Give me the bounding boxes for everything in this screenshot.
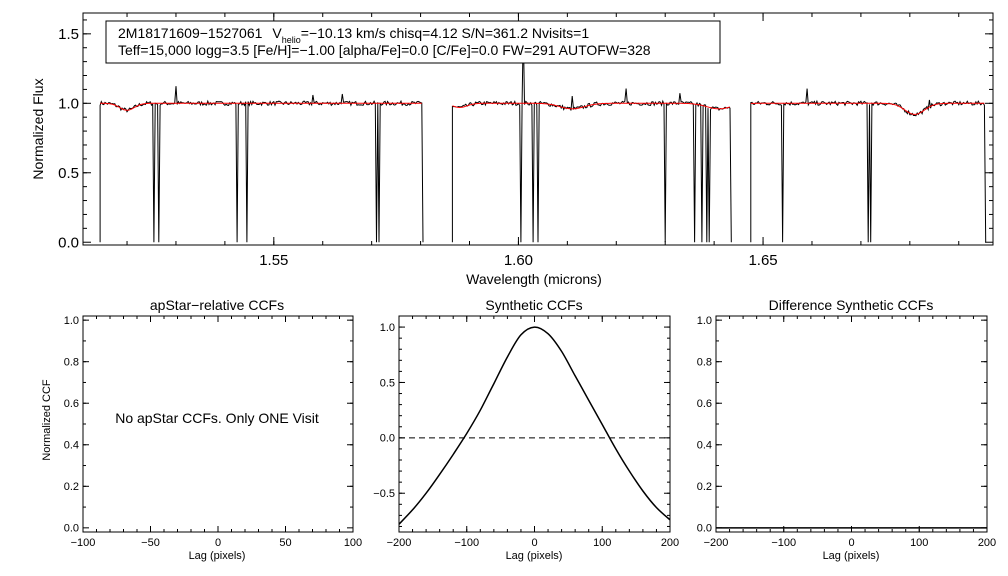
info-line-1: 2M18171609−1527061 Vhelio=−10.13 km/s chi… (118, 25, 589, 45)
y-tick-label: 0.0 (697, 523, 712, 535)
synthetic-ccf-title: Synthetic CCFs (485, 297, 582, 313)
apstar-ccf-panel: apStar−relative CCFs −100 −50 0 50 100 0.0 0.2… (41, 297, 362, 562)
difference-ccf-frame (715, 315, 988, 533)
model-spectrum-line (100, 102, 422, 111)
x-tick-label: 100 (593, 537, 611, 549)
y-tick-label: 0.5 (380, 377, 395, 389)
spectrum-plot-area (99, 28, 987, 243)
y-tick-label: 0.4 (697, 440, 712, 452)
synthetic-ccf-plot-area (398, 326, 671, 525)
x-tick-label: 1.60 (504, 252, 533, 269)
x-tick-label: −100 (71, 537, 96, 549)
synthetic-ccf-curve (398, 326, 671, 525)
spectrum-panel: 1.55 1.60 1.65 0.0 0.5 1.0 1.5 Wavelength (mic… (30, 12, 994, 287)
y-tick-label: −0.5 (373, 488, 395, 500)
spectrum-axes: 1.55 1.60 1.65 0.0 0.5 1.0 1.5 (58, 13, 993, 269)
y-tick-label: 0.0 (380, 433, 395, 445)
model-spectrum-line (750, 102, 985, 115)
x-tick-label: −50 (141, 537, 160, 549)
synthetic-ccf-x-label: Lag (pixels) (506, 550, 563, 562)
y-tick-label: 1.0 (58, 96, 79, 113)
y-tick-label: 1.0 (64, 315, 79, 327)
apstar-ccf-axes: −100 −50 0 50 100 0.0 0.2 0.4 0.6 0.8 1.0 (64, 315, 362, 549)
difference-ccf-panel: Difference Synthetic CCFs −200 −100 0 100 20… (697, 297, 996, 562)
difference-ccf-x-label: Lag (pixels) (823, 550, 880, 562)
y-tick-label: 0.6 (697, 398, 712, 410)
y-tick-label: 0.0 (58, 234, 79, 251)
y-tick-label: 0.5 (58, 165, 79, 182)
x-tick-label: 0 (531, 537, 537, 549)
info-line-1-rest: =−10.13 km/s chisq=4.12 S/N=361.2 Nvisit… (301, 25, 590, 41)
info-box-frame (105, 20, 721, 64)
y-tick-label: 0.8 (697, 357, 712, 369)
spectrum-frame (82, 12, 994, 246)
info-box: 2M18171609−1527061 Vhelio=−10.13 km/s chi… (105, 20, 721, 64)
y-tick-label: 0.8 (64, 357, 79, 369)
x-tick-label: 100 (910, 537, 928, 549)
apstar-ccf-x-label: Lag (pixels) (189, 550, 246, 562)
x-tick-label: 50 (279, 537, 291, 549)
x-tick-label: 0 (848, 537, 854, 549)
y-tick-label: 1.0 (697, 315, 712, 327)
apstar-ccf-title: apStar−relative CCFs (150, 297, 284, 313)
x-tick-label: −200 (387, 537, 412, 549)
x-tick-label: −100 (454, 537, 479, 549)
y-tick-label: 1.0 (380, 322, 395, 334)
vhelio-subscript: helio (282, 35, 301, 45)
observed-spectrum-line (99, 86, 424, 243)
synthetic-ccf-panel: Synthetic CCFs −200 −100 0 100 200 −0.5 0.0 0.5… (373, 297, 679, 562)
no-ccf-message: No apStar CCFs. Only ONE Visit (115, 410, 319, 426)
difference-ccf-axes: −200 −100 0 100 200 0.0 0.2 0.4 0.6 0.8 1.0 (697, 315, 996, 549)
y-tick-label: 0.2 (64, 481, 79, 493)
y-tick-label: 1.5 (58, 26, 79, 43)
spectrum-x-label: Wavelength (microns) (466, 271, 602, 287)
star-name: 2M18171609−1527061 (118, 25, 263, 41)
info-line-2: Teff=15,000 logg=3.5 [Fe/H]=−1.00 [alpha… (118, 42, 651, 58)
x-tick-label: −100 (771, 537, 796, 549)
vhelio-label: V (272, 25, 282, 41)
difference-ccf-title: Difference Synthetic CCFs (769, 297, 934, 313)
x-tick-label: 100 (344, 537, 362, 549)
x-tick-label: 200 (978, 537, 996, 549)
x-tick-label: −200 (704, 537, 729, 549)
x-tick-label: 0 (215, 537, 221, 549)
y-tick-label: 0.4 (64, 440, 79, 452)
x-tick-label: 200 (661, 537, 679, 549)
y-tick-label: 0.0 (64, 523, 79, 535)
synthetic-ccf-axes: −200 −100 0 100 200 −0.5 0.0 0.5 1.0 (373, 315, 679, 549)
model-spectrum-line (452, 102, 731, 110)
spectrum-y-label: Normalized Flux (30, 78, 46, 179)
y-tick-label: 0.6 (64, 398, 79, 410)
synthetic-ccf-frame (398, 315, 671, 533)
y-tick-label: 0.2 (697, 481, 712, 493)
x-tick-label: 1.65 (748, 252, 777, 269)
apstar-ccf-y-label: Normalized CCF (41, 379, 53, 461)
observed-spectrum-line (750, 88, 987, 243)
x-tick-label: 1.55 (259, 252, 288, 269)
